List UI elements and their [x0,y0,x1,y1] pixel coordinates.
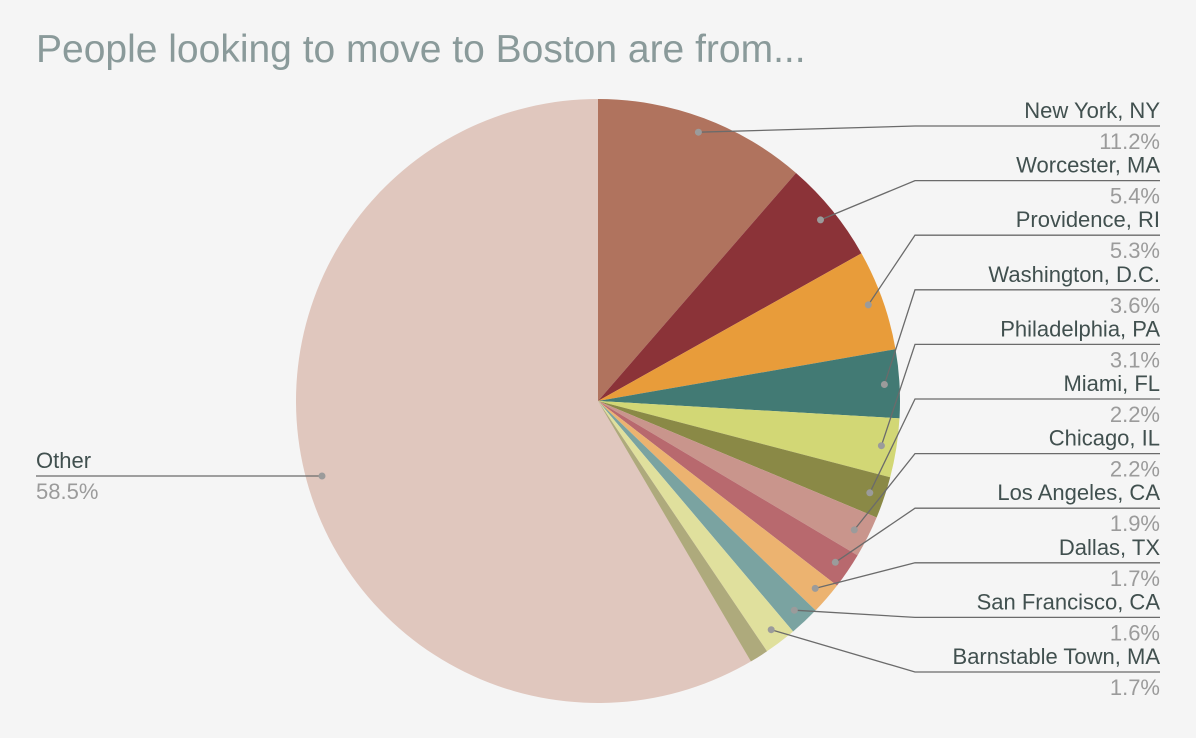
value-providence-ri: 5.3% [1110,238,1160,263]
slice-providence-ri [598,253,896,401]
leader-dot [877,442,885,450]
value-new-york-ny: 11.2% [1099,129,1160,154]
value-worcester-ma: 5.4% [1110,184,1160,209]
label-other: Other [36,448,91,473]
label-los-angeles-ca: Los Angeles, CA [997,480,1160,505]
label-washington-d-c: Washington, D.C. [988,262,1160,287]
leader-line [867,234,1160,306]
slice-san-francisco-ca [598,401,816,632]
label-san-francisco-ca: San Francisco, CA [977,589,1161,614]
leader-dot [790,606,798,614]
slice-philadelphia-pa [598,401,900,478]
slice-chicago-il [598,401,877,556]
label-barnstable-town-ma: Barnstable Town, MA [953,644,1161,669]
slice-los-angeles-ca [598,401,858,586]
label-chicago-il: Chicago, IL [1049,426,1160,451]
slice-new-york-ny [598,99,797,401]
leader-dot [866,489,874,497]
slice-dallas-tx [598,401,837,611]
leader-dot [817,216,824,224]
chart-title: People looking to move to Boston are fro… [36,28,806,71]
label-worcester-ma: Worcester, MA [1016,153,1160,178]
value-washington-d-c: 3.6% [1110,293,1160,318]
leader-line [771,629,1160,673]
slice-sliver [598,401,767,662]
slice-other [296,99,767,703]
leader-line [698,125,1160,133]
label-new-york-ny: New York, NY [1024,98,1160,123]
leader-line [820,179,1160,221]
value-other: 58.5% [36,479,98,504]
label-providence-ri: Providence, RI [1016,207,1160,232]
leader-dot [811,584,819,592]
value-barnstable-town-ma: 1.7% [1110,675,1160,700]
label-miami-fl: Miami, FL [1063,371,1160,396]
leader-line [883,289,1160,385]
leader-dot [318,472,326,480]
leader-dot [767,626,775,634]
leader-line [853,452,1160,531]
value-philadelphia-pa: 3.1% [1110,347,1160,372]
leader-line [794,609,1160,619]
leader-line [834,507,1160,563]
leader-dot [864,301,872,309]
slice-barnstable-town-ma [598,401,794,652]
slice-miami-fl [598,401,891,518]
value-los-angeles-ca: 1.9% [1110,511,1160,536]
leader-line [815,562,1160,590]
value-dallas-tx: 1.7% [1110,566,1160,591]
slice-washington-d-c [598,349,900,419]
label-dallas-tx: Dallas, TX [1059,535,1160,560]
label-philadelphia-pa: Philadelphia, PA [1000,316,1160,341]
leader-line [869,398,1160,494]
leader-line [880,343,1160,446]
value-chicago-il: 2.2% [1110,457,1160,482]
value-miami-fl: 2.2% [1110,402,1160,427]
slice-worcester-ma [598,172,862,401]
leader-dot [831,558,839,566]
leader-dot [880,381,888,388]
leader-dot [694,128,702,136]
value-san-francisco-ca: 1.6% [1110,620,1160,645]
leader-dot [850,526,858,534]
